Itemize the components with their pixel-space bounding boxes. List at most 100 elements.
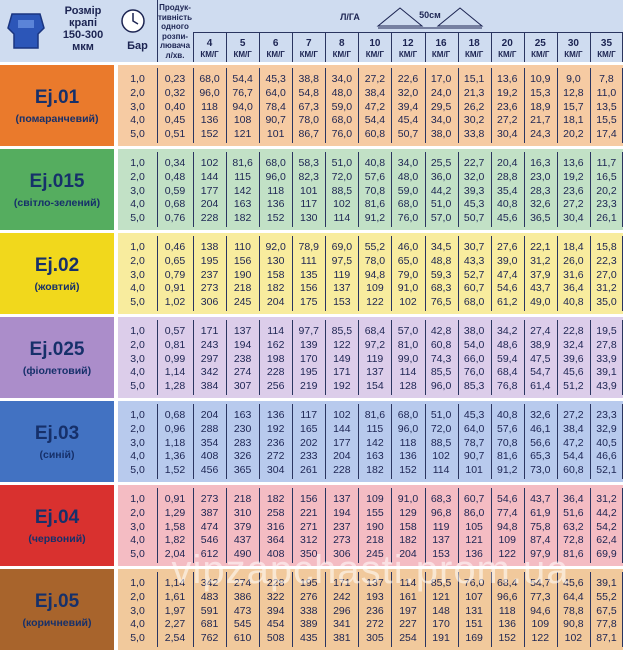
cell: 338 bbox=[299, 604, 318, 617]
cell: 97,7 bbox=[298, 325, 319, 337]
cell: 74,3 bbox=[430, 352, 452, 365]
cell: 67,3 bbox=[298, 100, 319, 113]
cell: 96,0 bbox=[265, 170, 286, 183]
cell: 131 bbox=[465, 604, 483, 617]
cell: 342 bbox=[200, 366, 219, 379]
column-divider bbox=[523, 488, 525, 563]
column-divider bbox=[193, 68, 194, 143]
cell: 97,9 bbox=[530, 548, 551, 561]
cell: 381 bbox=[333, 632, 351, 645]
column-divider bbox=[589, 236, 591, 311]
cell: 177 bbox=[333, 436, 351, 449]
cell: 1,0 bbox=[130, 73, 145, 85]
cell: 18,9 bbox=[530, 100, 551, 113]
cell: 221 bbox=[299, 506, 318, 519]
header-divider bbox=[226, 32, 228, 62]
header-divider bbox=[523, 32, 525, 62]
cell: 1,0 bbox=[130, 157, 145, 169]
cell: 310 bbox=[233, 506, 252, 519]
cell: 31,2 bbox=[530, 254, 551, 267]
column-divider bbox=[292, 404, 294, 479]
cell: 193 bbox=[366, 590, 384, 603]
cell: 156 bbox=[299, 282, 318, 295]
speed-unit: КМ/Г bbox=[464, 50, 484, 59]
cell: 5,0 bbox=[130, 212, 145, 225]
cell: 45,3 bbox=[463, 198, 485, 211]
productivity-label: одного bbox=[161, 22, 189, 31]
column-divider bbox=[589, 152, 591, 227]
cell: 23,0 bbox=[530, 170, 551, 183]
cell: 68,0 bbox=[199, 73, 220, 85]
column-divider bbox=[193, 236, 194, 311]
cell: 45,4 bbox=[397, 114, 419, 127]
cell: 54,4 bbox=[563, 450, 584, 463]
group-label: Ej.01 (помаранчевий) bbox=[0, 65, 114, 146]
cell: 236 bbox=[366, 604, 384, 617]
cell: 0,34 bbox=[164, 157, 186, 169]
column-divider bbox=[259, 404, 261, 479]
cell: 102 bbox=[333, 409, 351, 421]
column-divider bbox=[226, 488, 228, 563]
cell: 5,0 bbox=[130, 548, 145, 561]
cell: 15,5 bbox=[596, 114, 617, 127]
cell: 297 bbox=[200, 352, 219, 365]
cell: 114 bbox=[399, 366, 417, 379]
cell: 2,0 bbox=[130, 590, 145, 603]
cell: 114 bbox=[399, 577, 417, 589]
cell: 192 bbox=[266, 422, 285, 435]
cell: 12,8 bbox=[563, 86, 584, 99]
column-divider bbox=[193, 488, 194, 563]
cell: 0,68 bbox=[164, 198, 186, 211]
cell: 288 bbox=[200, 422, 219, 435]
cell: 57,0 bbox=[397, 325, 419, 337]
cell: 198 bbox=[266, 352, 285, 365]
cell: 78,0 bbox=[298, 114, 319, 127]
cell: 60,7 bbox=[463, 282, 485, 295]
cell: 3,0 bbox=[130, 184, 145, 197]
group-body bbox=[118, 149, 623, 230]
cell: 68,4 bbox=[497, 577, 518, 589]
cell: 271 bbox=[299, 520, 318, 533]
cell: 473 bbox=[233, 604, 252, 617]
cell: 274 bbox=[233, 366, 252, 379]
productivity-label: тивність bbox=[157, 12, 193, 22]
cell: 59,0 bbox=[397, 184, 419, 197]
cell: 102 bbox=[432, 450, 450, 463]
cell: 40,5 bbox=[596, 436, 617, 449]
cell: 86,0 bbox=[463, 506, 485, 519]
cell: 76,5 bbox=[430, 296, 452, 309]
cell: 114 bbox=[333, 212, 351, 225]
cell: 68,0 bbox=[397, 198, 419, 211]
column-divider bbox=[523, 152, 525, 227]
cell: 3,0 bbox=[130, 436, 145, 449]
cell: 40,8 bbox=[364, 157, 386, 169]
cell: 91,2 bbox=[364, 212, 386, 225]
cell: 68,3 bbox=[430, 493, 452, 505]
cell: 94,6 bbox=[530, 604, 551, 617]
cell: 32,0 bbox=[463, 170, 485, 183]
cell: 170 bbox=[299, 352, 318, 365]
cell: 54,6 bbox=[497, 282, 518, 295]
speed-value: 20 bbox=[501, 38, 513, 49]
column-divider bbox=[193, 572, 194, 647]
cell: 55,2 bbox=[364, 241, 386, 253]
cell: 191 bbox=[432, 632, 450, 645]
cell: 1,29 bbox=[164, 506, 186, 519]
cell: 31,2 bbox=[596, 282, 617, 295]
column-divider bbox=[157, 68, 158, 143]
cell: 258 bbox=[266, 506, 285, 519]
cell: 238 bbox=[233, 352, 252, 365]
cell: 114 bbox=[432, 464, 450, 477]
nozzle-name: Ej.03 bbox=[34, 422, 80, 444]
cell: 137 bbox=[366, 577, 384, 589]
cell: 142 bbox=[366, 436, 384, 449]
cell: 365 bbox=[233, 464, 252, 477]
header-divider bbox=[556, 32, 558, 62]
group-label: Ej.04 (червоний) bbox=[0, 485, 114, 566]
watermark: vipzapchasti.prom.ua bbox=[171, 548, 570, 592]
cell: 51,2 bbox=[563, 380, 584, 393]
cell: 45,3 bbox=[463, 409, 485, 421]
column-divider bbox=[523, 404, 525, 479]
cell: 1,02 bbox=[164, 296, 186, 309]
